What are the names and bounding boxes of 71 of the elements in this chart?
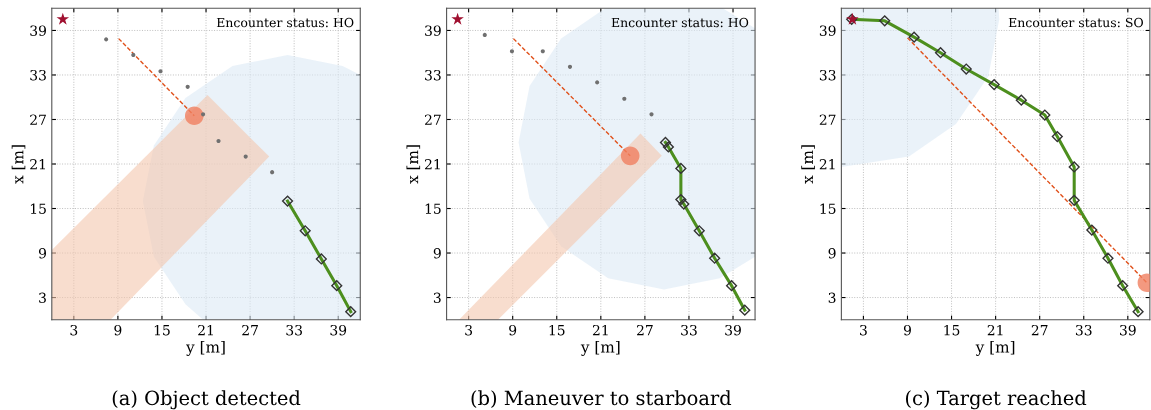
y-tick-label: 27 bbox=[819, 114, 836, 125]
point bbox=[185, 84, 190, 89]
x-tick-label: 21 bbox=[592, 324, 608, 336]
annotation: Encounter status: SO bbox=[1008, 17, 1143, 28]
y-tick-label: 3 bbox=[828, 292, 836, 304]
y-tick-label: 9 bbox=[433, 248, 441, 259]
y-tick-label: 21 bbox=[425, 158, 440, 170]
y-tick-label: 27 bbox=[425, 114, 441, 125]
y-tick-label: 33 bbox=[425, 69, 441, 81]
point bbox=[620, 146, 640, 166]
y-tick-label: 9 bbox=[828, 248, 836, 259]
x-tick-label: 39 bbox=[725, 324, 741, 336]
point bbox=[595, 80, 600, 85]
point bbox=[56, 12, 70, 25]
y-tick-label: 39 bbox=[425, 25, 441, 36]
point bbox=[184, 106, 204, 126]
y-tick-label: 15 bbox=[30, 203, 46, 214]
y-tick-label: 33 bbox=[30, 69, 46, 81]
x-tick-label: 39 bbox=[330, 324, 347, 336]
point bbox=[270, 170, 275, 175]
y-tick-label: 27 bbox=[30, 114, 46, 125]
y-tick-label: 9 bbox=[38, 248, 46, 259]
y-tick-label: 33 bbox=[819, 69, 836, 81]
text: (b) Maneuver to starboard bbox=[471, 390, 732, 408]
x-tick-label: 27 bbox=[242, 324, 258, 336]
point bbox=[622, 96, 627, 101]
y-tick-label: 15 bbox=[820, 203, 836, 214]
x-tick-label: 27 bbox=[636, 324, 653, 336]
point bbox=[451, 12, 464, 25]
y-tick-label: 3 bbox=[433, 292, 441, 304]
y-tick-label: 15 bbox=[425, 203, 441, 214]
point bbox=[509, 49, 515, 54]
y-tick-label: 39 bbox=[30, 25, 46, 36]
x-axis-title: y [m] bbox=[580, 340, 620, 356]
x-tick-label: 3 bbox=[860, 324, 867, 336]
annotation: Encounter status: HO bbox=[216, 17, 354, 28]
point bbox=[158, 69, 163, 74]
y-axis-title: x [m] bbox=[406, 145, 421, 184]
x-tick-label: 9 bbox=[114, 324, 122, 336]
point bbox=[104, 37, 109, 42]
text: (a) Object detected bbox=[112, 390, 301, 410]
y-tick-label: 39 bbox=[819, 25, 836, 36]
x-tick-label: 33 bbox=[681, 324, 697, 336]
x-axis-title: y [m] bbox=[975, 340, 1015, 356]
x-tick-label: 15 bbox=[154, 324, 170, 336]
x-tick-label: 3 bbox=[465, 324, 473, 336]
text: (c) Target reached bbox=[906, 390, 1087, 410]
y-axis-title: x [m] bbox=[11, 145, 26, 184]
y-tick-label: 21 bbox=[819, 158, 835, 170]
point bbox=[567, 64, 573, 69]
x-tick-label: 33 bbox=[286, 324, 302, 336]
point bbox=[482, 32, 487, 37]
y-tick-label: 3 bbox=[39, 292, 46, 304]
point bbox=[540, 49, 545, 54]
point bbox=[131, 52, 136, 58]
x-tick-label: 15 bbox=[944, 324, 960, 336]
x-tick-label: 3 bbox=[70, 324, 78, 336]
x-tick-label: 9 bbox=[509, 324, 517, 336]
x-tick-label: 21 bbox=[987, 324, 1003, 336]
point bbox=[201, 112, 206, 117]
x-tick-label: 33 bbox=[1075, 324, 1092, 336]
point bbox=[649, 112, 654, 117]
x-tick-label: 15 bbox=[549, 324, 565, 336]
x-axis-title: y [m] bbox=[186, 340, 225, 356]
x-tick-label: 9 bbox=[903, 324, 911, 336]
annotation: Encounter status: HO bbox=[611, 17, 749, 28]
x-tick-label: 39 bbox=[1120, 324, 1136, 336]
x-tick-label: 21 bbox=[198, 324, 213, 336]
y-axis-title: x [m] bbox=[801, 145, 815, 184]
x-tick-label: 27 bbox=[1031, 324, 1048, 336]
y-tick-label: 21 bbox=[30, 158, 45, 170]
